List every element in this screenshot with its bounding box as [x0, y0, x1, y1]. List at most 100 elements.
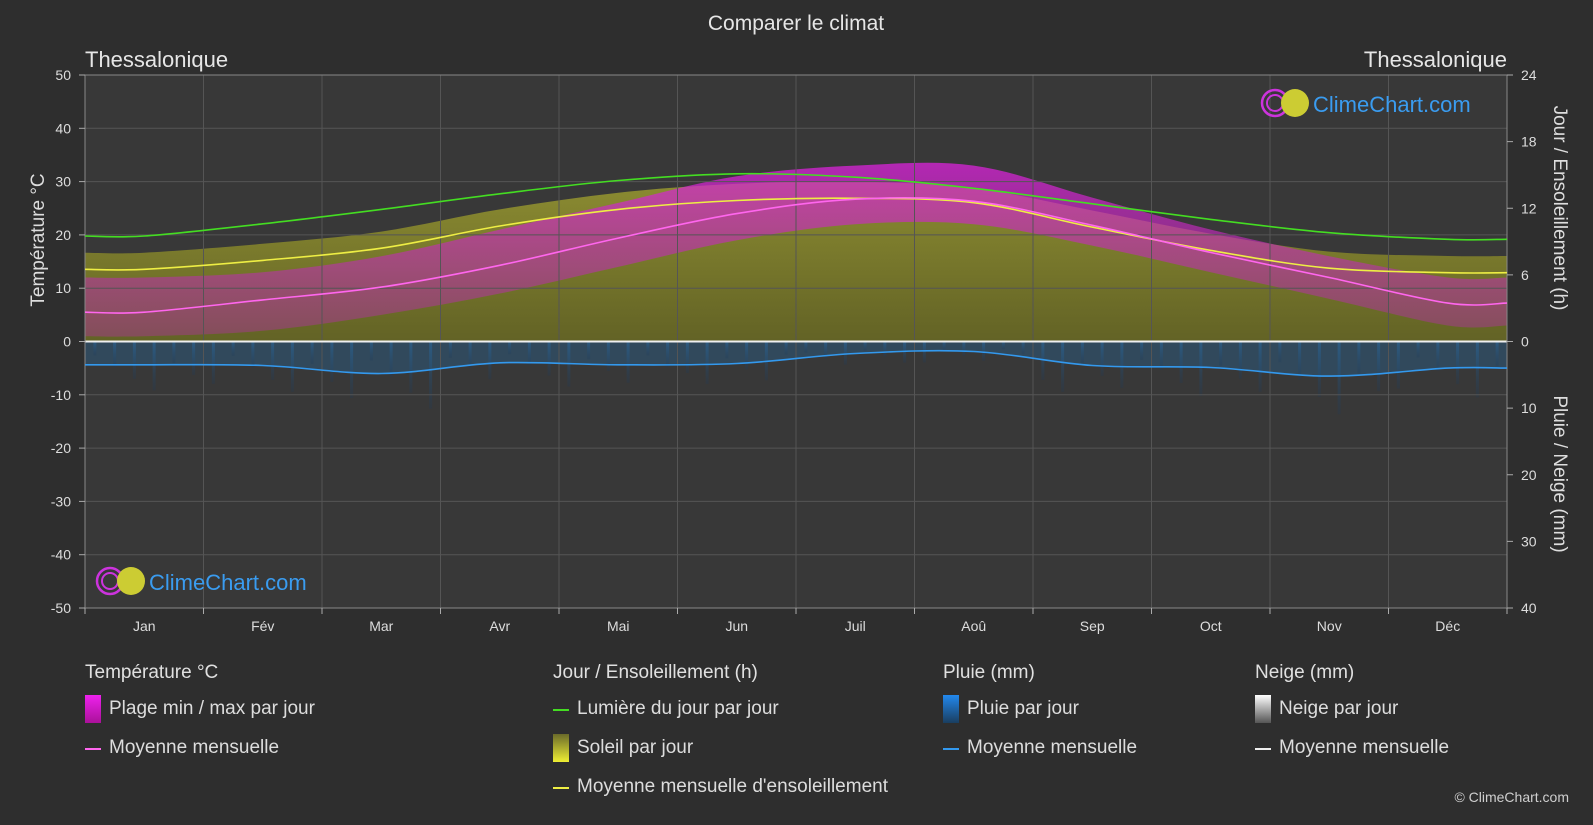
rain-bar [330, 341, 334, 383]
legend-rain-header: Pluie (mm) [943, 662, 1035, 683]
legend-temp-header: Température °C [85, 662, 219, 683]
y-left-label: Température °C [28, 173, 49, 306]
legend-temp-avg: Moyenne mensuelle [85, 737, 315, 776]
legend-temp-avg-label: Moyenne mensuelle [109, 737, 280, 758]
rain-bar [310, 341, 314, 364]
rain-bar [982, 341, 986, 361]
x-tick-label: Jun [725, 618, 748, 634]
legend-rain-perday-label: Pluie par jour [967, 698, 1079, 719]
rain-bar [1238, 341, 1242, 379]
daylight-line [84, 172, 1508, 241]
y-left-tick-label: 20 [55, 227, 71, 243]
legend-temp-range-label: Plage min / max par jour [109, 698, 315, 719]
x-tick-label: Mai [607, 618, 630, 634]
rain-bar [1080, 341, 1084, 364]
y-left-tick-label: -40 [51, 547, 71, 563]
x-tick-label: Avr [489, 618, 510, 634]
legend-snow-avg-label: Moyenne mensuelle [1279, 737, 1450, 758]
legend-rain-avg: Moyenne mensuelle [943, 737, 1137, 776]
y-right-bottom-tick-label: 30 [1521, 533, 1537, 549]
snow-avg-swatch [1255, 748, 1271, 750]
rain-bar [1456, 341, 1460, 385]
rain-bar [1041, 341, 1045, 380]
y-left-tick-label: -30 [51, 493, 71, 509]
legend-sun-avg-label: Moyenne mensuelle d'ensoleillement [577, 776, 888, 797]
rain-bar [1100, 341, 1104, 376]
rain-bar [1278, 341, 1282, 363]
rain-bar [745, 341, 749, 370]
legend-sun-daylight-label: Lumière du jour par jour [577, 698, 779, 719]
rain-bar [1357, 341, 1361, 374]
rain-bar [1258, 341, 1262, 392]
sunshine-avg-swatch [553, 787, 569, 789]
rain-bar [843, 341, 847, 365]
rain-bar [1436, 341, 1440, 371]
x-tick-label: Sep [1080, 618, 1105, 634]
rain-bar [1495, 341, 1499, 367]
rain-bar [1001, 341, 1005, 350]
rain-bar [1337, 341, 1341, 415]
rain-bar [1396, 341, 1400, 389]
x-tick-label: Déc [1435, 618, 1460, 634]
x-tick-label: Juil [845, 618, 866, 634]
rain-bar [172, 341, 176, 364]
rain-bar [685, 341, 689, 374]
rain-bar [113, 341, 117, 368]
y-left-tick-label: 0 [63, 334, 71, 350]
rain-bar [1179, 341, 1183, 384]
x-tick-label: Fév [251, 618, 274, 634]
location-right: Thessalonique [1364, 47, 1507, 72]
rain-bar [429, 341, 433, 409]
rain-bar [1159, 341, 1163, 371]
rain-bar [606, 341, 610, 372]
legend-rain-perday: Pluie par jour [943, 695, 1137, 737]
legend-temperature: Température °C Plage min / max par jour … [85, 662, 315, 776]
rain-bar [666, 341, 670, 368]
watermark-bottom[interactable]: ClimeChart.com [95, 566, 307, 596]
y-left-tick-label: 30 [55, 174, 71, 190]
copyright: © ClimeChart.com [1454, 789, 1569, 805]
rain-bar [1475, 341, 1479, 398]
rain-bar [1021, 341, 1025, 355]
rain-bar [646, 341, 650, 356]
legend-snow-perday-label: Neige par jour [1279, 698, 1399, 719]
rain-bar [824, 341, 828, 359]
rain-bar [1199, 341, 1203, 397]
y-left-tick-label: 10 [55, 280, 71, 296]
x-tick-label: Nov [1317, 618, 1342, 634]
rain-bar [231, 341, 235, 356]
rain-bar [547, 341, 551, 376]
temp-avg-swatch [85, 748, 101, 750]
rain-bar [409, 341, 413, 393]
watermark-top[interactable]: ClimeChart.com [1260, 88, 1471, 118]
y-right-top-tick-label: 18 [1521, 134, 1537, 150]
rain-bar [587, 341, 591, 360]
rain-bar [350, 341, 354, 398]
rain-bar [784, 341, 788, 355]
rain-bar [1120, 341, 1124, 388]
rain-avg-swatch [943, 748, 959, 750]
y-right-top-tick-label: 24 [1521, 67, 1537, 83]
rain-bar [1298, 341, 1302, 380]
rain-bar [192, 341, 196, 375]
rain-bar [725, 341, 729, 359]
temp-avg-line [84, 197, 1508, 314]
rain-bar [1317, 341, 1321, 397]
rain-bar [152, 341, 156, 391]
y-right-bottom-tick-label: 40 [1521, 600, 1537, 616]
rain-bar [922, 341, 926, 363]
y-right-top-tick-label: 0 [1521, 334, 1529, 350]
rain-bar [488, 341, 492, 380]
legend-sun-header: Jour / Ensoleillement (h) [553, 662, 758, 683]
legend-sun-sunshine-label: Soleil par jour [577, 737, 694, 758]
x-tick-label: Oct [1200, 618, 1222, 634]
rain-bar [626, 341, 630, 383]
legend-sun-sunshine: Soleil par jour [553, 734, 888, 776]
legend-rain-avg-label: Moyenne mensuelle [967, 737, 1138, 758]
watermark-top-text: ClimeChart.com [1313, 92, 1471, 117]
rain-bar [211, 341, 215, 384]
y-right-bottom-tick-label: 10 [1521, 400, 1537, 416]
snow-swatch [1255, 695, 1271, 723]
legend-snow-perday: Neige par jour [1255, 695, 1449, 737]
